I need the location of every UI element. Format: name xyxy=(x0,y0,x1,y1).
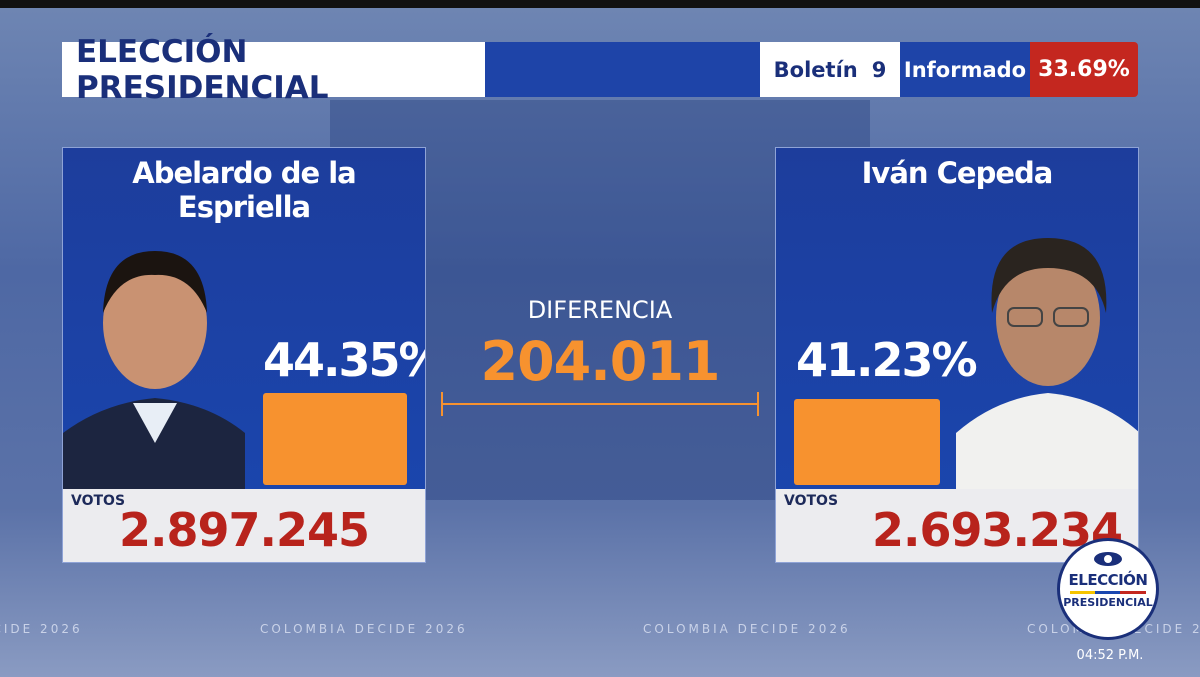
difference-bracket xyxy=(441,392,759,416)
logo-line1: ELECCIÓN xyxy=(1068,571,1148,589)
candidate-photo xyxy=(63,251,245,493)
logo: ELECCIÓN PRESIDENCIAL xyxy=(1057,538,1159,640)
candidate-name: Iván Cepeda xyxy=(861,156,1054,190)
watermark: COLOMBIA DECIDE 2026 xyxy=(260,622,468,636)
watermark: COLOMBIA DECIDE 2026 xyxy=(643,622,851,636)
header-spacer xyxy=(485,42,760,97)
votes-box: VOTOS 2.897.245 xyxy=(63,489,425,562)
top-bar xyxy=(0,0,1200,8)
percent-bar xyxy=(794,399,940,485)
logo-line2: PRESIDENCIAL xyxy=(1063,596,1153,609)
candidate-name: Abelardo de la Espriella xyxy=(132,156,357,224)
difference-label: DIFERENCIA xyxy=(527,296,673,324)
bulletin-label: Boletín xyxy=(773,57,858,82)
clock: 04:52 P.M. xyxy=(1076,648,1144,663)
reported-label: Informado xyxy=(900,42,1030,97)
votes-count: 2.897.245 xyxy=(119,503,370,557)
percent-bar xyxy=(263,393,407,485)
candidate-percent: 41.23% xyxy=(796,333,978,387)
candidate-percent: 44.35% xyxy=(263,333,426,387)
candidate-photo xyxy=(956,238,1138,493)
header-title: ELECCIÓN PRESIDENCIAL xyxy=(62,34,485,106)
logo-flag xyxy=(1070,591,1146,594)
bulletin-number: 9 xyxy=(871,57,887,82)
bulletin: Boletín 9 xyxy=(760,42,900,97)
candidate-card: Abelardo de la Espriella 44.35% VOTOS 2.… xyxy=(62,147,426,563)
votes-label: VOTOS xyxy=(784,493,839,509)
votes-label: VOTOS xyxy=(71,493,126,509)
difference-value: 204.011 xyxy=(480,330,721,393)
reported-value: 33.69% xyxy=(1030,42,1138,97)
logo-icon xyxy=(1094,552,1122,566)
candidate-card: Iván Cepeda 41.23% VOTOS 2.693.234 xyxy=(775,147,1139,563)
watermark: COLOMBIA DECIDE 2026 xyxy=(0,622,83,636)
